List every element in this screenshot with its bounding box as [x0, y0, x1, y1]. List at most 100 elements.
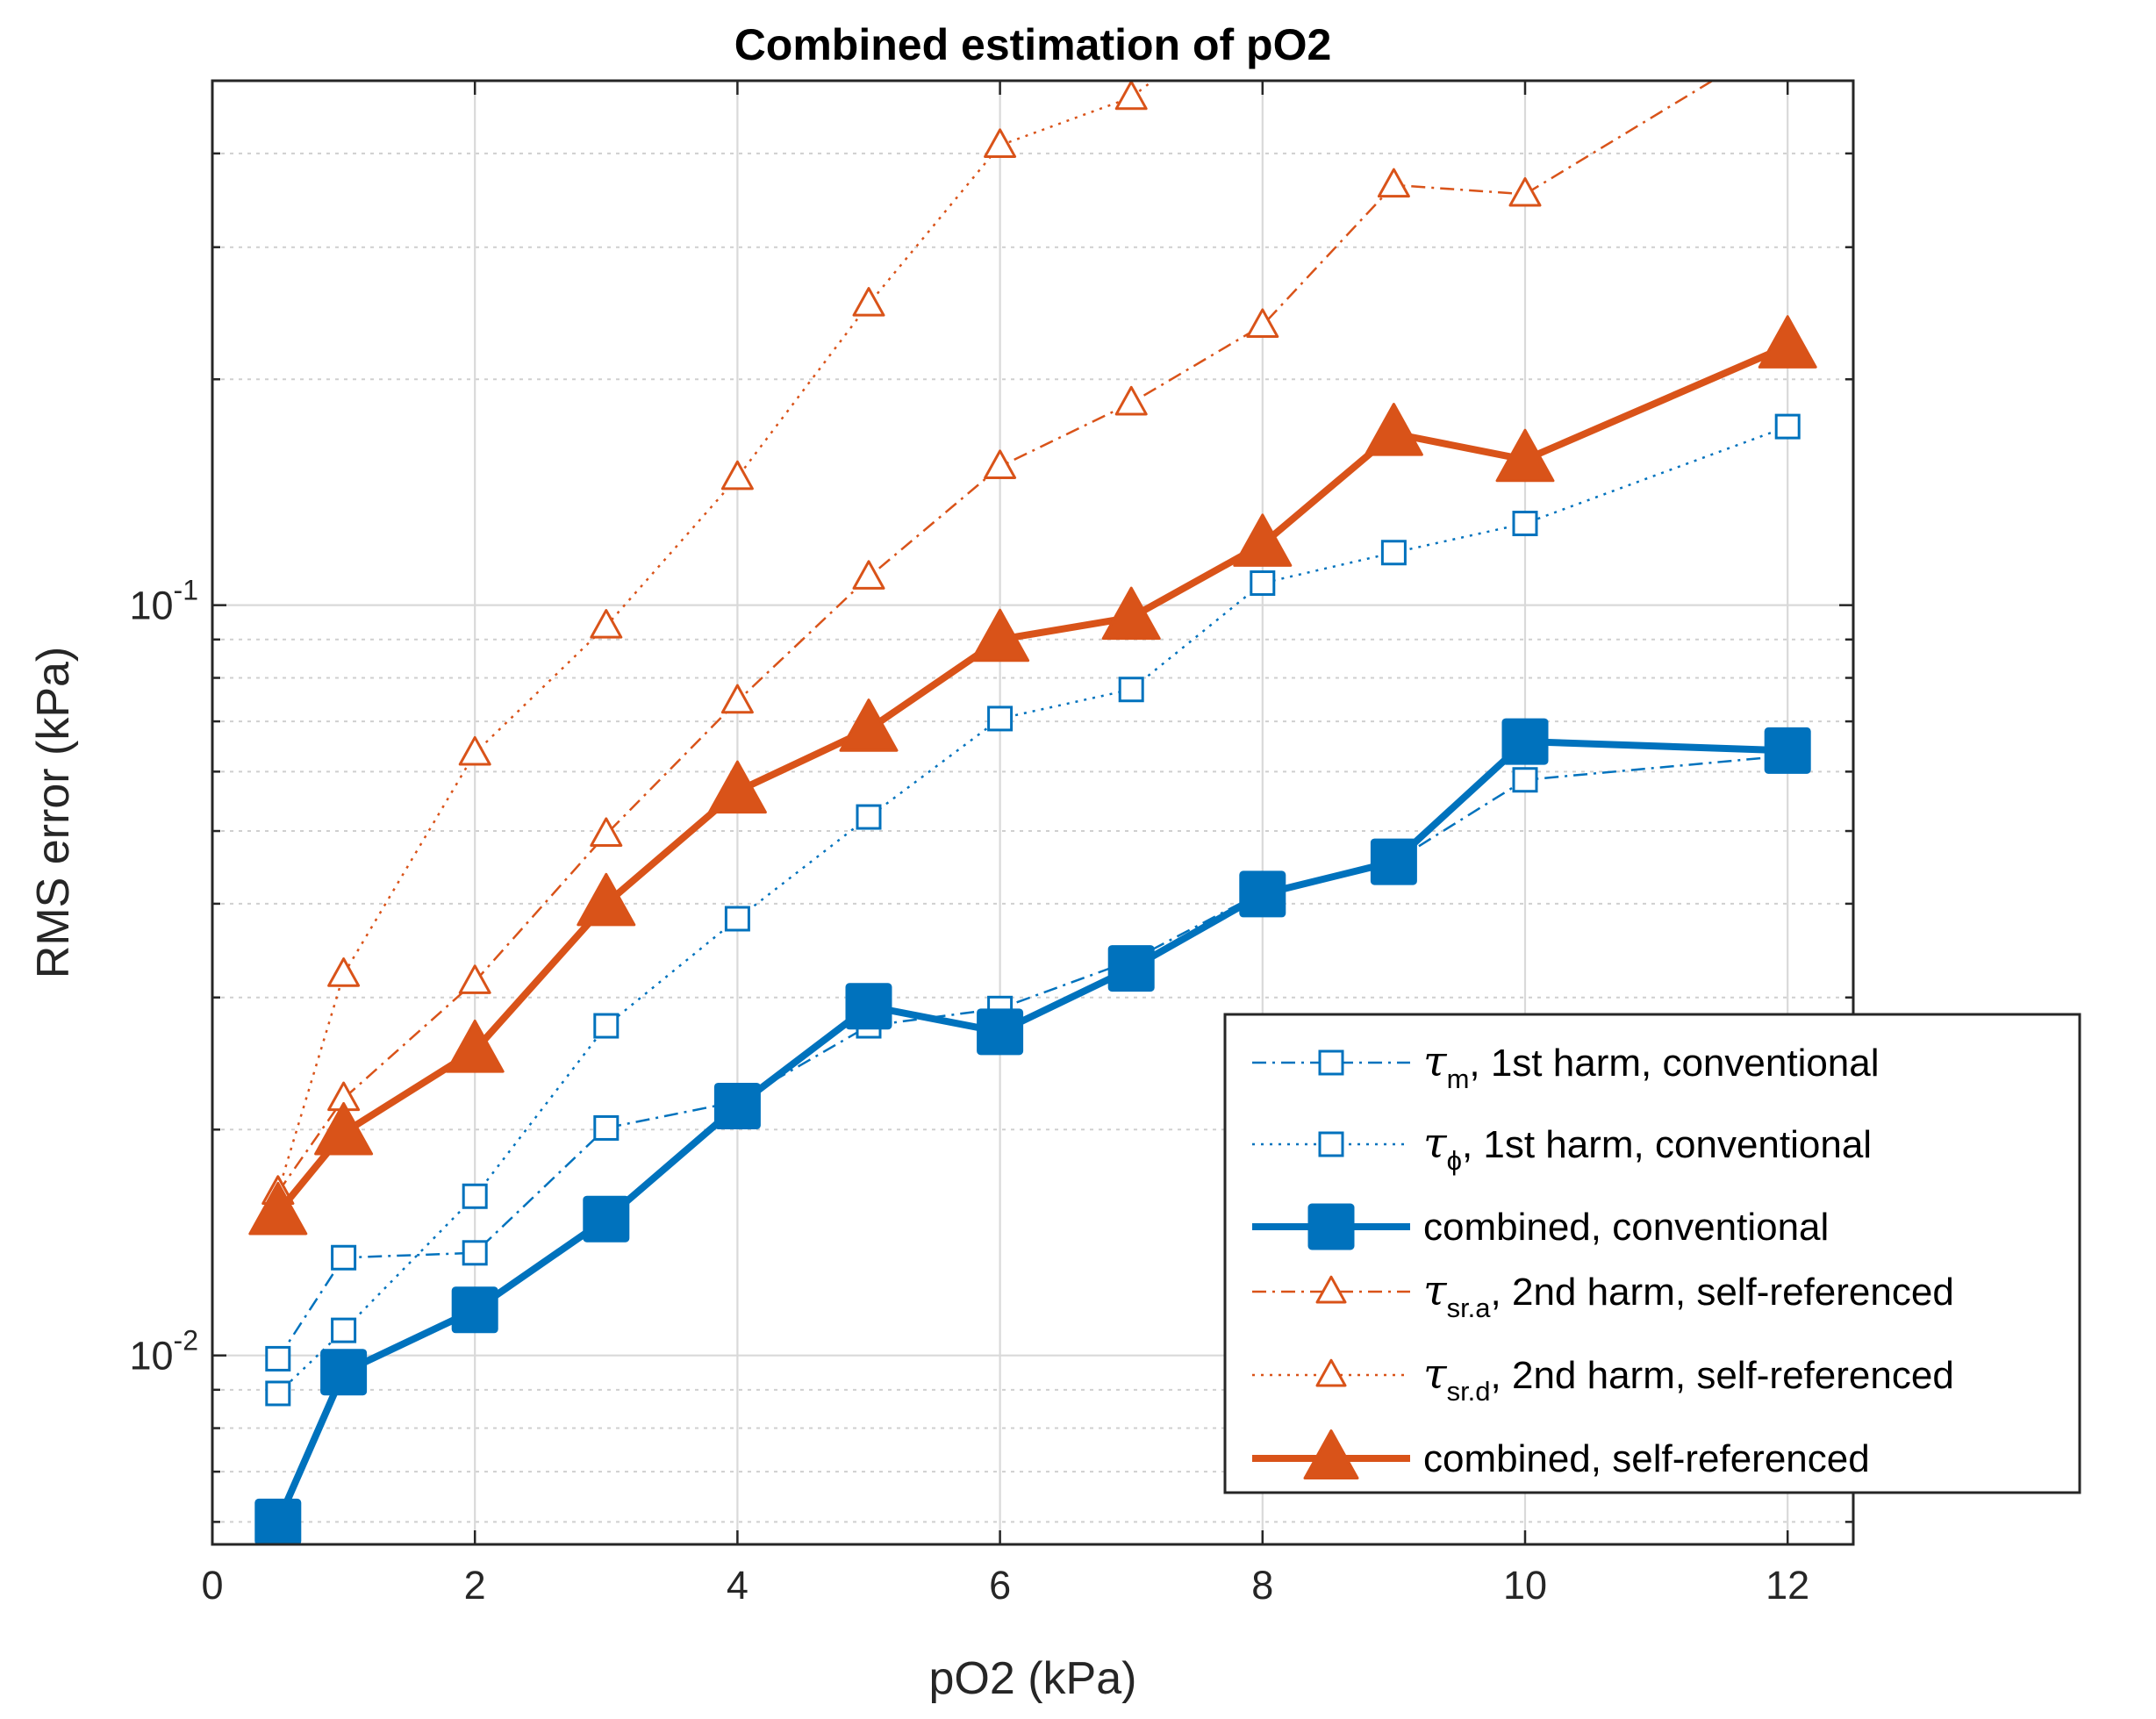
data-point — [839, 698, 899, 752]
x-tick-label: 12 — [1766, 1563, 1809, 1608]
y-tick-base: 10 — [129, 584, 173, 628]
data-point — [971, 608, 1030, 663]
legend-item-5: combined, self-referenced — [1252, 1429, 1870, 1480]
data-point — [1508, 176, 1542, 207]
y-tick-label: 10-2 — [129, 1325, 198, 1379]
legend-label: combined, conventional — [1423, 1206, 1829, 1249]
data-point — [1512, 511, 1538, 537]
data-point — [577, 872, 636, 927]
data-point — [1118, 677, 1144, 703]
legend-label: combined, self-referenced — [1423, 1437, 1870, 1480]
data-point — [1764, 727, 1811, 774]
data-point — [1370, 838, 1417, 885]
data-point — [265, 1345, 291, 1372]
data-point — [724, 906, 750, 932]
data-point — [852, 287, 885, 317]
data-point — [852, 560, 885, 590]
data-point — [1233, 513, 1293, 567]
data-point — [720, 684, 754, 714]
data-point — [984, 449, 1017, 479]
x-tick-label: 10 — [1503, 1563, 1547, 1608]
series-3 — [261, 81, 1715, 1205]
x-tick-label: 0 — [201, 1563, 223, 1608]
data-point — [977, 1008, 1024, 1056]
data-point — [713, 1082, 761, 1129]
data-point — [462, 1183, 488, 1209]
data-point — [1114, 81, 1148, 111]
chart-title: Combined estimation of pO2 — [734, 20, 1332, 69]
legend: τm, 1st harm, conventional τϕ, 1st harm, … — [1223, 1013, 2081, 1494]
legend-marker — [1318, 1131, 1344, 1157]
series-line — [276, 81, 1715, 1193]
data-point — [1377, 168, 1410, 198]
x-tick-label: 6 — [989, 1563, 1011, 1608]
data-point — [1758, 315, 1817, 369]
legend-item-1: τϕ, 1st harm, conventional — [1252, 1119, 1872, 1176]
series-1 — [265, 413, 1801, 1407]
data-point — [1380, 540, 1407, 566]
data-point — [707, 760, 767, 814]
y-tick-exponent: -2 — [174, 1325, 198, 1357]
ticks: 10-210-10 2 4 6 8 10 12 — [129, 81, 1853, 1608]
data-point — [320, 1349, 368, 1396]
x-tick-label: 4 — [727, 1563, 749, 1608]
y-tick-label: 10-1 — [129, 575, 198, 628]
legend-label: τm, 1st harm, conventional — [1423, 1037, 1880, 1094]
x-tick-label: 2 — [464, 1563, 486, 1608]
data-point — [248, 1181, 308, 1236]
y-tick-base: 10 — [129, 1334, 173, 1379]
data-point — [1101, 586, 1161, 641]
legend-item-4: τsr.d, 2nd harm, self-referenced — [1252, 1350, 1954, 1407]
data-point — [590, 817, 623, 848]
series-layer — [248, 81, 1817, 1544]
legend-label: τsr.d, 2nd harm, self-referenced — [1423, 1350, 1954, 1407]
data-point — [1364, 403, 1423, 456]
legend-box — [1223, 1013, 2081, 1494]
data-point — [458, 964, 491, 994]
data-point — [445, 1019, 505, 1073]
data-point — [1774, 413, 1801, 440]
legend-marker — [1303, 1429, 1359, 1479]
series-line — [276, 81, 1155, 1193]
data-point — [845, 983, 892, 1030]
legend-marker — [1307, 1203, 1355, 1250]
data-point — [1107, 945, 1155, 992]
data-point — [331, 1317, 357, 1343]
data-point — [265, 1380, 291, 1407]
data-point — [590, 609, 623, 639]
series-2 — [254, 718, 1811, 1544]
data-point — [254, 1498, 302, 1544]
data-point — [331, 1244, 357, 1271]
data-point — [451, 1286, 498, 1334]
data-point — [1114, 385, 1148, 416]
data-point — [1495, 428, 1555, 483]
legend-marker — [1315, 1358, 1347, 1387]
data-point — [856, 804, 882, 830]
legend-marker — [1315, 1275, 1347, 1304]
data-point — [1512, 767, 1538, 793]
y-axis-label: RMS error (kPa) — [28, 647, 79, 978]
legend-item-0: τm, 1st harm, conventional — [1252, 1037, 1880, 1094]
legend-item-2: combined, conventional — [1252, 1203, 1829, 1250]
data-point — [462, 1240, 488, 1266]
data-point — [720, 460, 754, 491]
data-point — [1239, 870, 1286, 918]
x-axis-label: pO2 (kPa) — [929, 1653, 1137, 1704]
data-point — [984, 128, 1017, 158]
legend-marker — [1318, 1049, 1344, 1076]
legend-label: τsr.a, 2nd harm, self-referenced — [1423, 1266, 1954, 1323]
data-point — [327, 957, 361, 987]
series-5 — [248, 315, 1817, 1236]
data-point — [593, 1114, 620, 1141]
data-point — [593, 1013, 620, 1039]
data-point — [1250, 570, 1276, 597]
data-point — [458, 735, 491, 766]
data-point — [314, 1101, 374, 1156]
data-point — [583, 1195, 630, 1243]
data-point — [1246, 308, 1279, 339]
y-tick-exponent: -1 — [174, 575, 198, 606]
series-line — [276, 425, 1788, 1394]
legend-item-3: τsr.a, 2nd harm, self-referenced — [1252, 1266, 1954, 1323]
plot-frame — [211, 79, 1855, 1546]
